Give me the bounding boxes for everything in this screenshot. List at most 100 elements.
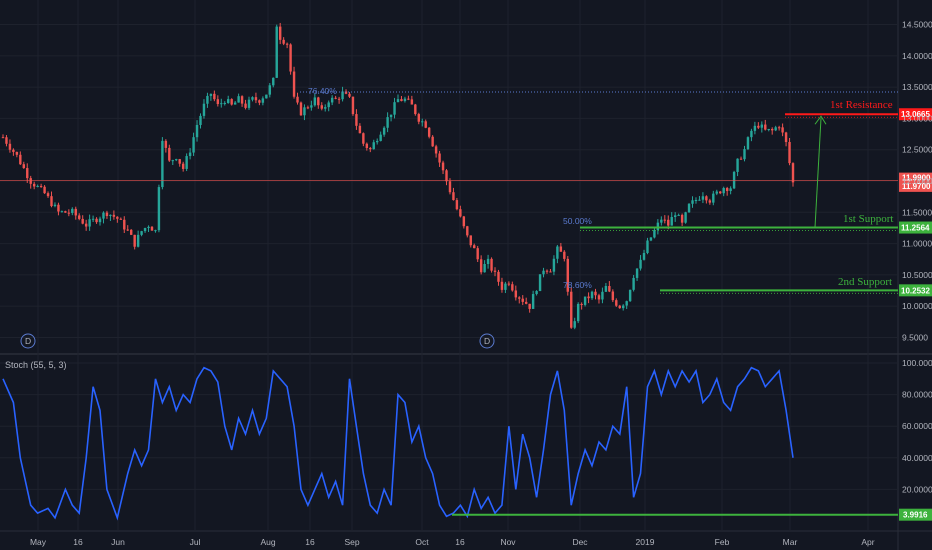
candle-body [8,143,12,150]
time-tick-label: Nov [500,537,516,547]
target-arrow [814,118,822,228]
dividend-marker-2[interactable]: D [479,333,495,349]
candle-body [112,214,116,217]
candle-body [528,303,531,309]
candle-body [552,258,556,272]
candle-body [53,204,57,207]
candle-body [608,286,611,292]
candle-body [237,96,240,103]
candle-body [192,137,195,153]
candle-body [542,270,545,275]
candle-body [760,124,764,128]
candle-body [154,230,157,232]
candle-body [355,114,358,126]
annotation-2nd-support: 2nd Support [838,276,892,288]
candle-body [209,93,213,96]
time-tick-label: Dec [572,537,588,547]
level-tag-label: 13.0665 [901,110,930,119]
stoch-tick-label: 80.0000 [902,390,932,400]
candle-body [84,223,88,227]
stochastic-series: 3.9916 [2,366,932,521]
candle-body [358,125,362,134]
level-tag-label: 11.2564 [901,224,930,233]
candle-body [303,107,306,116]
candle-body [511,284,514,291]
stoch-tick-label: 100.0000 [902,358,932,368]
candle-body [698,199,701,201]
candle-body [441,162,445,171]
candle-body [476,248,479,260]
stoch-line [2,366,794,521]
candle-body [389,114,393,118]
candle-body [375,140,379,143]
candle-body [64,211,67,213]
candle-body [213,93,216,100]
candle-body [701,196,705,200]
candle-body [573,321,576,328]
candle-body [175,159,178,161]
candle-body [147,226,150,229]
candle-body [601,291,604,300]
dividend-marker-1[interactable]: D [20,333,36,349]
candle-body [715,191,718,194]
candle-body [275,26,278,78]
candle-body [150,226,154,231]
candle-body [770,129,774,131]
price-tag-label: 11.9900 [902,174,931,183]
candle-body [202,103,206,116]
candle-body [116,216,119,219]
candle-body [382,127,386,135]
candle-body [98,218,102,223]
candle-body [507,283,511,285]
candle-body [743,149,746,160]
candle-body [597,295,601,300]
candle-body [587,296,590,299]
candle-body [223,102,226,104]
candle-body [414,104,417,115]
candle-body [642,252,646,260]
candle-body [514,290,518,298]
candle-body [583,296,587,305]
candle-body [386,117,389,128]
axes: 9.5000 10.0000 10.5000 11.0000 11.5000 12.000… [30,20,932,547]
candle-body [299,102,303,116]
candle-body [722,188,725,194]
candle-body [535,291,538,295]
candle-body [431,136,434,147]
candle-body [254,97,258,101]
candle-body [5,137,8,144]
price-tag-box [899,180,932,192]
candle-body [725,188,729,191]
candle-body [334,97,337,99]
candle-body [119,218,123,220]
candle-body [691,200,694,204]
candle-body [791,163,795,183]
price-tag-box [899,172,932,184]
candle-body [43,186,46,194]
candle-body [687,203,691,213]
candle-body [181,163,185,169]
candle-body [646,240,649,253]
candle-body [483,263,486,273]
candle-body [78,215,81,219]
candle-body [261,98,265,103]
candle-body [50,196,53,207]
candle-body [1,137,5,139]
candle-body [306,107,310,109]
candle-body [497,271,500,282]
candle-body [781,127,784,133]
candle-body [677,214,680,216]
candle-body [417,114,421,122]
candle-body [784,132,788,143]
time-tick-label: Mar [783,537,798,547]
candle-body [29,178,32,184]
candle-body [396,99,400,103]
candle-body [705,196,708,201]
candle-body [486,258,490,264]
dividend-marker-label: D [484,336,490,346]
candle-body [129,229,133,235]
time-tick-label: Sep [344,537,359,547]
candle-body [362,133,365,144]
candle-body [230,99,233,105]
